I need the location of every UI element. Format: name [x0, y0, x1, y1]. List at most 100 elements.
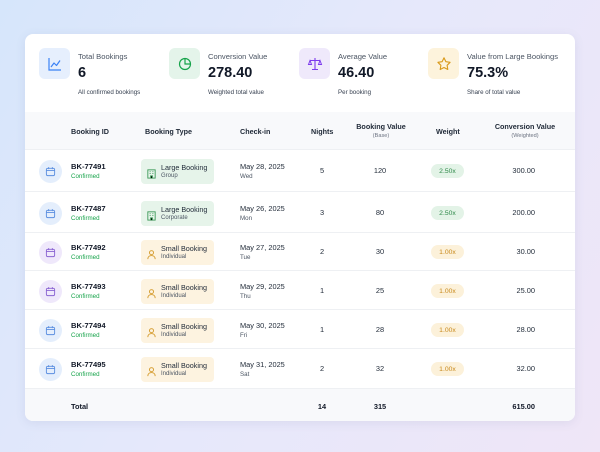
person-icon — [146, 286, 157, 299]
booking-status: Confirmed — [71, 173, 100, 180]
scale-icon — [299, 48, 330, 79]
nights-value: 1 — [319, 325, 325, 334]
table-header: Booking ID Booking Type Check-in Nights … — [25, 112, 575, 149]
nights-value: 1 — [319, 286, 325, 295]
weight-badge: 1.00x — [431, 362, 464, 376]
building-icon — [146, 208, 157, 221]
check-in-day: Fri — [240, 332, 248, 339]
check-in-date: May 27, 2025 — [240, 243, 285, 252]
check-in-day: Tue — [240, 254, 251, 261]
person-icon — [146, 247, 157, 260]
booking-id[interactable]: BK-77494 — [71, 321, 106, 330]
booking-status: Confirmed — [71, 254, 100, 261]
calendar-icon — [39, 160, 62, 183]
check-in-day: Wed — [240, 173, 253, 180]
booking-id[interactable]: BK-77491 — [71, 162, 106, 171]
booking-type-name: Large Booking — [161, 205, 208, 214]
building-icon — [146, 166, 157, 179]
header-label: Conversion Value — [494, 122, 556, 131]
booking-type-name: Small Booking — [161, 322, 207, 331]
column-header-booking-id[interactable]: Booking ID — [71, 127, 109, 136]
booking-id[interactable]: BK-77487 — [71, 204, 106, 213]
booking-value: 32 — [375, 364, 385, 373]
table-row[interactable]: BK-77493 Confirmed Small Booking Individual… — [25, 270, 575, 309]
check-in-date: May 31, 2025 — [240, 360, 285, 369]
table-row[interactable]: BK-77487 Confirmed Large Booking Corporate M… — [25, 191, 575, 232]
column-header-conversion-value[interactable]: Conversion Value (Weighted) — [491, 122, 559, 139]
stat-label: Average Value — [338, 52, 388, 61]
column-header-booking-value[interactable]: Booking Value (Base) — [351, 122, 411, 139]
bookings-card: Total Bookings 6 All confirmed bookings … — [25, 34, 575, 421]
stat-sub: All confirmed bookings — [78, 89, 141, 96]
check-in-day: Mon — [240, 215, 253, 222]
check-in-date: May 30, 2025 — [240, 321, 285, 330]
booking-type-sub: Group — [161, 173, 178, 179]
table-row[interactable]: BK-77494 Confirmed Small Booking Individual… — [25, 309, 575, 348]
header-label: Booking Value — [356, 122, 406, 131]
column-header-check-in[interactable]: Check-in — [240, 127, 271, 136]
booking-type-sub: Individual — [161, 332, 187, 338]
booking-type-sub: Individual — [161, 293, 187, 299]
nights-value: 5 — [319, 166, 325, 175]
total-conversion-value: 615.00 — [512, 402, 535, 411]
booking-status: Confirmed — [71, 371, 100, 378]
check-in-date: May 29, 2025 — [240, 282, 285, 291]
booking-type-sub: Corporate — [161, 215, 188, 221]
table-row[interactable]: BK-77491 Confirmed Large Booking Group May 2… — [25, 149, 575, 191]
booking-id[interactable]: BK-77495 — [71, 360, 106, 369]
column-header-nights[interactable]: Nights — [311, 127, 334, 136]
column-header-weight[interactable]: Weight — [436, 127, 460, 136]
calendar-icon — [39, 241, 62, 264]
stat-large-bookings-share: Value from Large Bookings 75.3% Share of… — [428, 48, 568, 108]
booking-type-name: Small Booking — [161, 283, 207, 292]
table-total-row: Total 14 315 615.00 — [25, 388, 575, 421]
total-nights: 14 — [317, 402, 327, 411]
booking-type-chip: Large Booking Corporate — [141, 201, 214, 226]
person-icon — [146, 325, 157, 338]
stat-total-bookings: Total Bookings 6 All confirmed bookings — [39, 48, 159, 108]
stat-value: 6 — [78, 65, 87, 81]
booking-type-sub: Individual — [161, 371, 187, 377]
booking-id[interactable]: BK-77493 — [71, 282, 106, 291]
booking-type-sub: Individual — [161, 254, 187, 260]
weight-badge: 1.00x — [431, 323, 464, 337]
stat-value: 75.3% — [467, 65, 509, 81]
table-row[interactable]: BK-77492 Confirmed Small Booking Individual… — [25, 232, 575, 270]
booking-type-name: Small Booking — [161, 361, 207, 370]
calendar-icon — [39, 280, 62, 303]
booking-status: Confirmed — [71, 293, 100, 300]
trend-chart-icon — [39, 48, 70, 79]
star-icon — [428, 48, 459, 79]
check-in-date: May 28, 2025 — [240, 162, 285, 171]
stat-label: Total Bookings — [78, 52, 128, 61]
column-header-booking-type[interactable]: Booking Type — [145, 127, 192, 136]
booking-value: 25 — [375, 286, 385, 295]
stat-value: 46.40 — [338, 65, 375, 81]
calendar-icon — [39, 202, 62, 225]
conversion-value: 200.00 — [512, 208, 535, 217]
booking-value: 28 — [375, 325, 385, 334]
weight-badge: 2.50x — [431, 164, 464, 178]
stat-sub: Share of total value — [467, 89, 521, 96]
header-sublabel: (Weighted) — [511, 133, 539, 139]
check-in-date: May 26, 2025 — [240, 204, 285, 213]
check-in-day: Thu — [240, 293, 251, 300]
booking-type-chip: Small Booking Individual — [141, 357, 214, 382]
stat-sub: Per booking — [338, 89, 372, 96]
stat-value: 278.40 — [208, 65, 253, 81]
check-in-day: Sat — [240, 371, 250, 378]
booking-type-name: Small Booking — [161, 244, 207, 253]
weight-badge: 1.00x — [431, 284, 464, 298]
calendar-icon — [39, 319, 62, 342]
table-row[interactable]: BK-77495 Confirmed Small Booking Individual… — [25, 348, 575, 388]
weight-badge: 1.00x — [431, 245, 464, 259]
booking-id[interactable]: BK-77492 — [71, 243, 106, 252]
pie-chart-icon — [169, 48, 200, 79]
booking-value: 80 — [375, 208, 385, 217]
stat-label: Conversion Value — [208, 52, 268, 61]
booking-type-chip: Large Booking Group — [141, 159, 214, 184]
total-label: Total — [71, 402, 89, 411]
booking-type-chip: Small Booking Individual — [141, 279, 214, 304]
nights-value: 2 — [319, 247, 325, 256]
booking-type-chip: Small Booking Individual — [141, 240, 214, 265]
